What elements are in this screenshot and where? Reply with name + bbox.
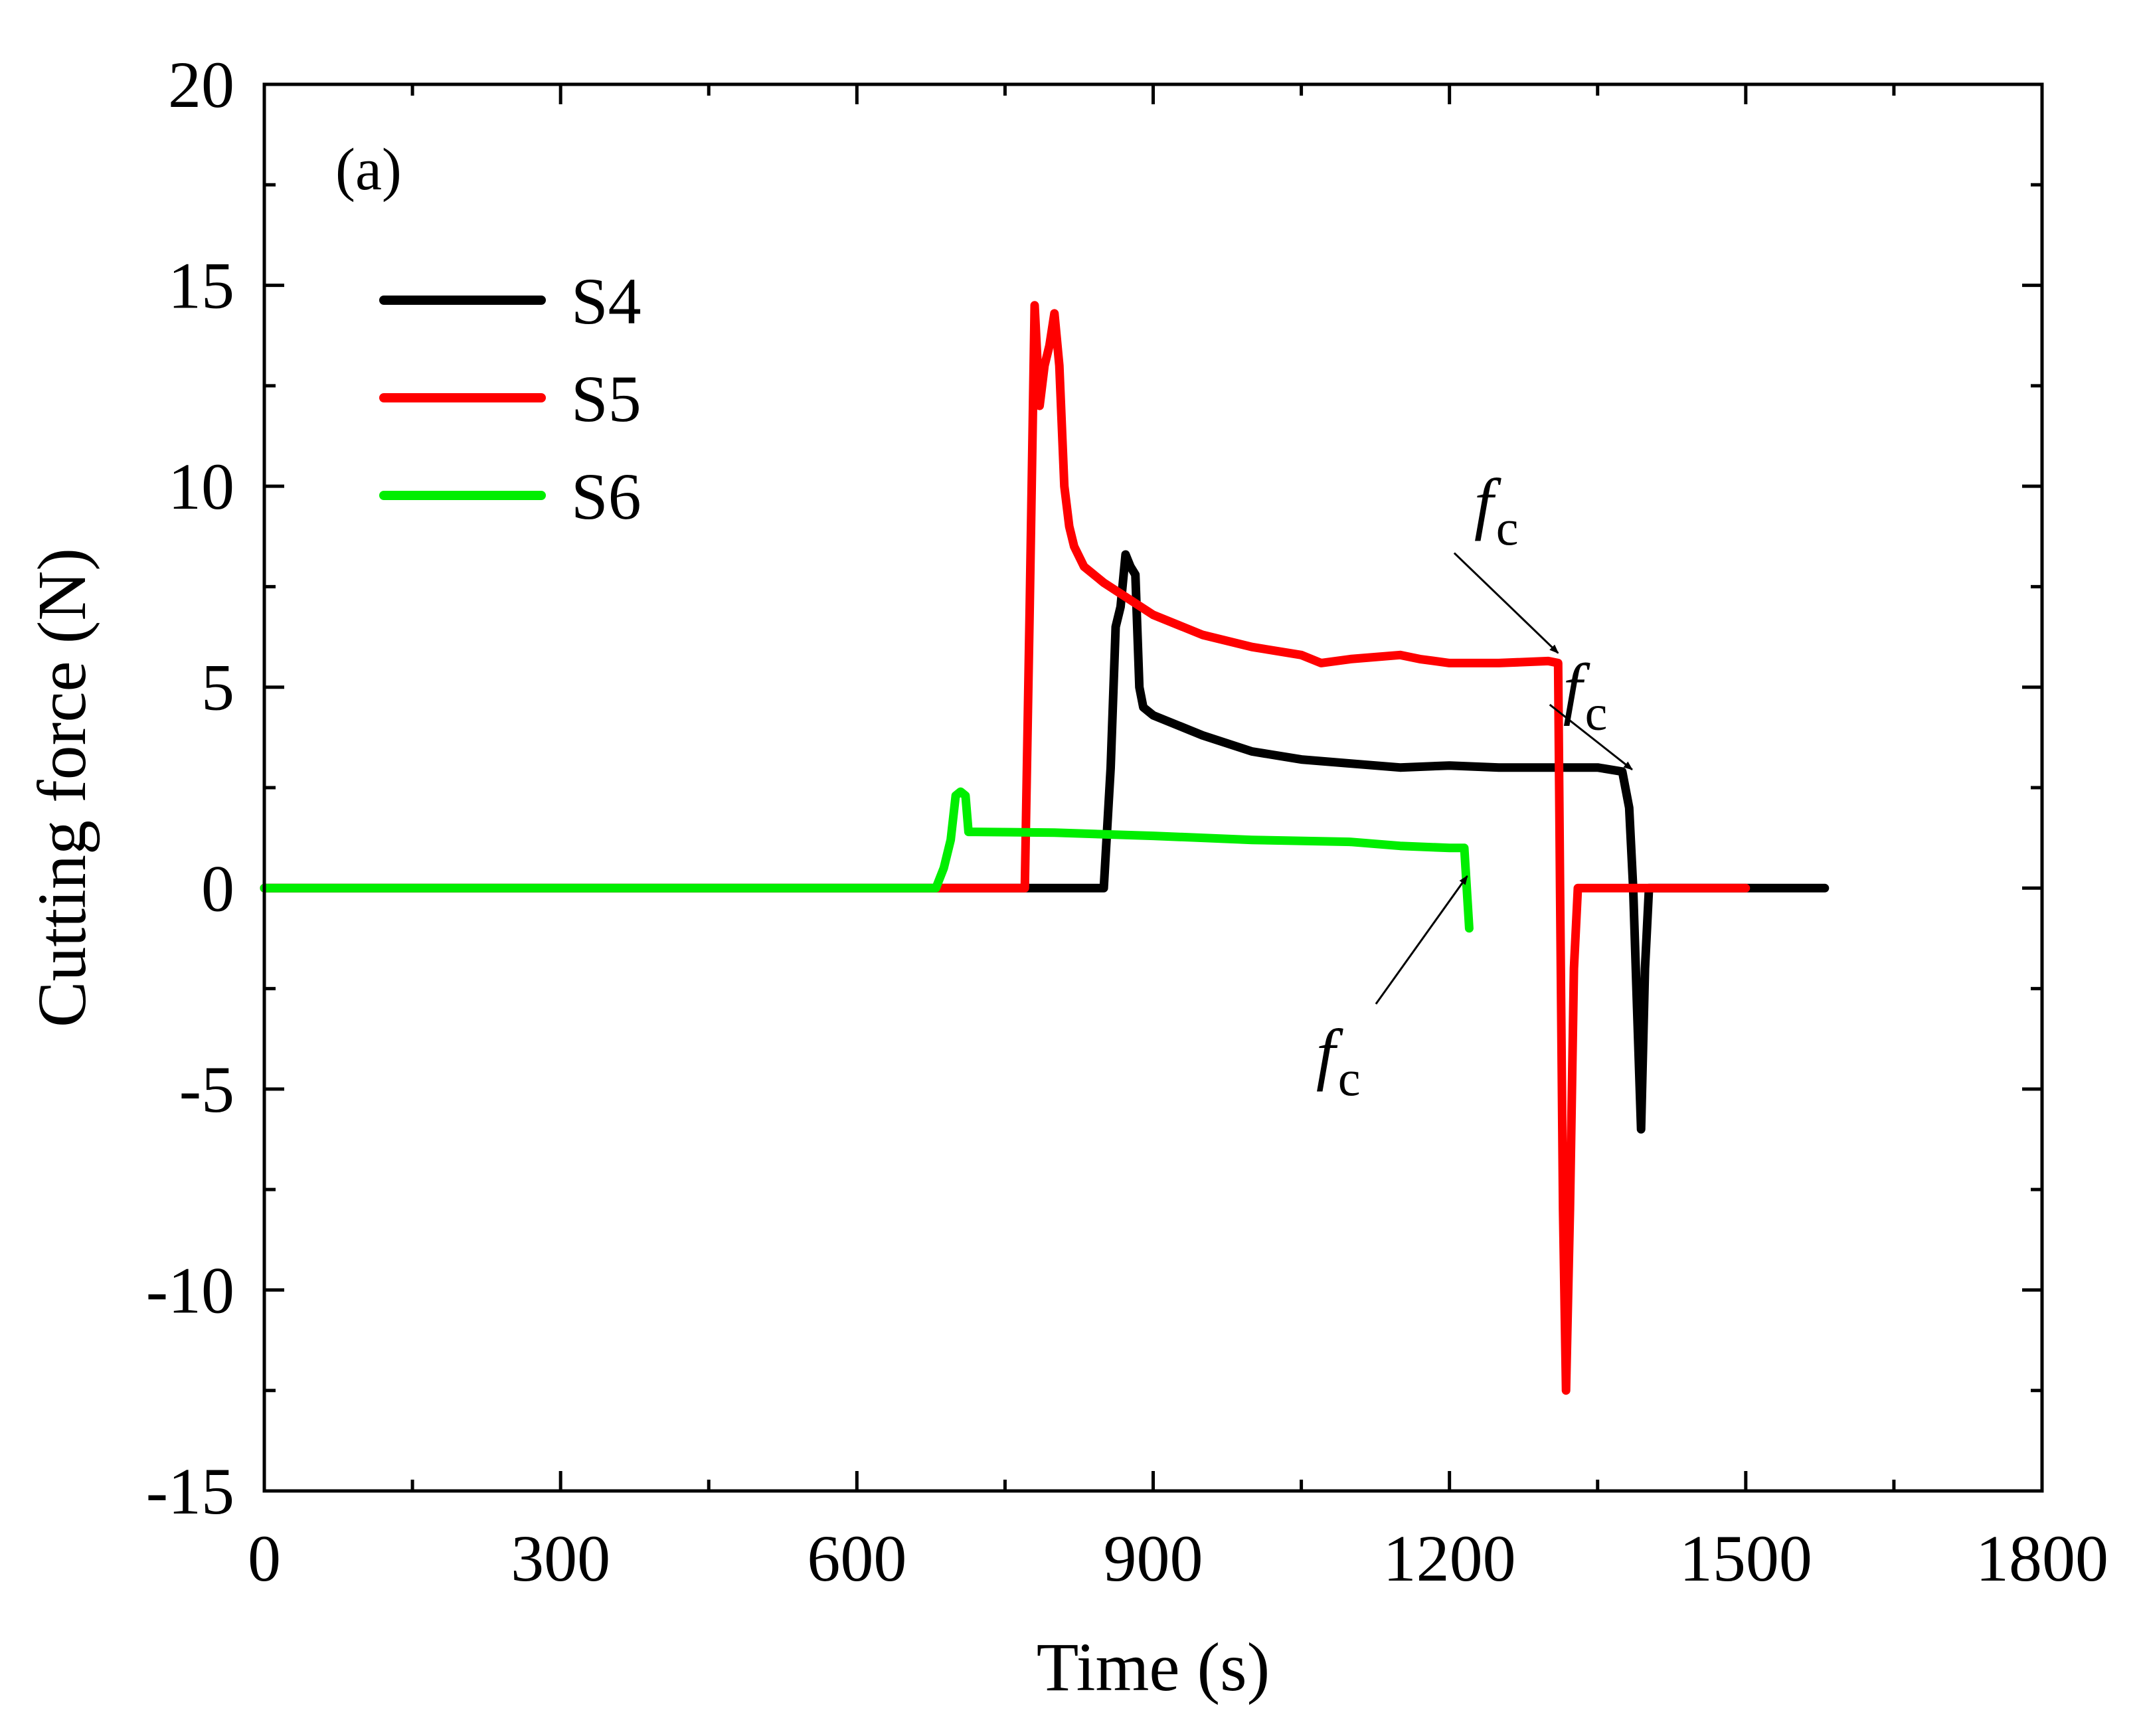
x-axis-title: Time (s) bbox=[1037, 1629, 1270, 1705]
series-line-s4 bbox=[260, 550, 1830, 1134]
x-tick-label: 900 bbox=[1104, 1521, 1203, 1595]
panel-label: (a) bbox=[335, 137, 402, 203]
y-tick-label: 20 bbox=[168, 48, 234, 122]
y-tick-label: 15 bbox=[168, 249, 234, 323]
annotation-arrow-s4 bbox=[1549, 703, 1633, 770]
annotation-arrow-s5 bbox=[1453, 552, 1559, 654]
y-tick-label: 10 bbox=[168, 450, 234, 523]
annotation-label-s6: fc bbox=[1316, 1016, 1361, 1107]
x-tick-label: 300 bbox=[511, 1521, 610, 1595]
annotations: fc fc fc bbox=[1316, 466, 1633, 1107]
legend: S4 S5 S6 bbox=[379, 264, 642, 533]
x-tick-label: 0 bbox=[248, 1521, 281, 1595]
x-tick-label: 1200 bbox=[1383, 1521, 1516, 1595]
y-tick-label: 5 bbox=[201, 651, 234, 725]
series-line-s5 bbox=[260, 301, 1751, 1395]
x-tick-label: 1500 bbox=[1679, 1521, 1812, 1595]
annotation-label-s5: fc bbox=[1474, 466, 1519, 557]
y-tick-label: -15 bbox=[146, 1454, 234, 1528]
annotation-label-s4: fc bbox=[1563, 650, 1608, 741]
series-layer bbox=[260, 301, 1830, 1395]
plot-frame bbox=[262, 82, 2044, 1493]
y-tick-label: 0 bbox=[201, 851, 234, 925]
x-tick-label: 1800 bbox=[1976, 1521, 2108, 1595]
y-axis-ticks: -15 -10 -5 0 5 10 15 20 bbox=[146, 48, 2042, 1528]
legend-label-s6: S6 bbox=[571, 460, 642, 533]
x-tick-label: 600 bbox=[807, 1521, 906, 1595]
x-axis-ticks: 0 300 600 900 1200 1500 1800 bbox=[248, 84, 2108, 1595]
legend-label-s5: S5 bbox=[571, 362, 642, 436]
annotation-arrow-s6 bbox=[1375, 875, 1468, 1005]
legend-label-s4: S4 bbox=[571, 264, 642, 338]
y-tick-label: -10 bbox=[146, 1253, 234, 1327]
y-tick-label: -5 bbox=[179, 1053, 234, 1126]
y-axis-title: Cutting force (N) bbox=[24, 548, 100, 1027]
series-line-s6 bbox=[260, 787, 1474, 933]
